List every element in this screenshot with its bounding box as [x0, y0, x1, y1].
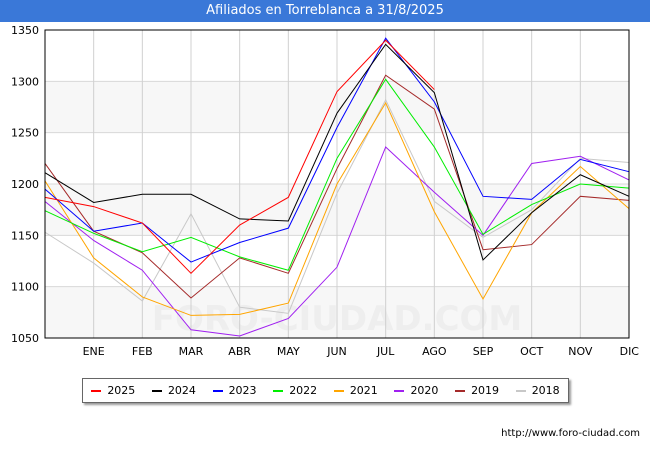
- legend-label: 2024: [167, 384, 196, 397]
- legend-item-2025: 2025: [91, 384, 135, 397]
- legend-swatch: [273, 389, 284, 392]
- x-tick-label: JUL: [376, 345, 395, 358]
- legend-swatch: [333, 389, 344, 392]
- legend-item-2024: 2024: [151, 384, 196, 397]
- y-tick-label: 1150: [11, 229, 39, 242]
- x-tick-label: SEP: [473, 345, 494, 358]
- legend-label: 2019: [471, 384, 500, 397]
- legend-item-2020: 2020: [394, 384, 438, 397]
- y-tick-label: 1100: [11, 281, 39, 294]
- series-line-2024: [44, 43, 630, 261]
- chart-title: Afiliados en Torreblanca a 31/8/2025: [0, 0, 650, 22]
- series-line-2025: [44, 39, 435, 275]
- legend-item-2023: 2023: [212, 384, 257, 397]
- legend-item-2022: 2022: [273, 384, 317, 397]
- x-tick-label: JUN: [326, 345, 347, 358]
- plot-frame: [44, 29, 630, 339]
- legend-item-2021: 2021: [333, 384, 378, 397]
- x-tick-label: ENE: [83, 345, 105, 358]
- x-tick-label: NOV: [568, 345, 593, 358]
- legend-swatch: [455, 389, 466, 392]
- x-tick-label: MAY: [277, 345, 300, 358]
- legend-swatch: [91, 389, 102, 392]
- y-tick-label: 1250: [11, 127, 39, 140]
- legend-swatch: [515, 389, 526, 392]
- legend-swatch: [151, 389, 162, 392]
- series-line-2018: [44, 98, 630, 314]
- legend-label: 2023: [228, 384, 257, 397]
- legend-label: 2025: [107, 384, 136, 397]
- legend-item-2019: 2019: [455, 384, 499, 397]
- x-tick-label: OCT: [520, 345, 543, 358]
- x-tick-label: ABR: [228, 345, 251, 358]
- x-tick-label: FEB: [132, 345, 153, 358]
- y-tick-label: 1200: [11, 178, 39, 191]
- legend: 2025 2024 2023 2022 2021 2020 2019 2018: [82, 378, 569, 403]
- x-tick-label: DIC: [620, 345, 640, 358]
- source-url: http://www.foro-ciudad.com: [501, 428, 640, 439]
- legend-label: 2020: [410, 384, 439, 397]
- x-tick-label: MAR: [179, 345, 204, 358]
- y-tick-label: 1350: [11, 24, 39, 37]
- legend-swatch: [394, 389, 405, 392]
- legend-label: 2021: [349, 384, 378, 397]
- legend-item-2018: 2018: [515, 384, 560, 397]
- legend-swatch: [212, 389, 223, 392]
- series-line-2019: [44, 74, 630, 299]
- legend-label: 2022: [289, 384, 318, 397]
- x-tick-label: AGO: [422, 345, 447, 358]
- legend-label: 2018: [531, 384, 560, 397]
- series-line-2022: [44, 78, 630, 271]
- y-tick-label: 1050: [11, 332, 39, 345]
- series-line-2020: [44, 146, 630, 337]
- y-tick-label: 1300: [11, 75, 39, 88]
